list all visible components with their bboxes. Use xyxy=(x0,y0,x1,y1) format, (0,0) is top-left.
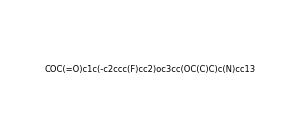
Text: COC(=O)c1c(-c2ccc(F)cc2)oc3cc(OC(C)C)c(N)cc13: COC(=O)c1c(-c2ccc(F)cc2)oc3cc(OC(C)C)c(N… xyxy=(44,65,256,74)
